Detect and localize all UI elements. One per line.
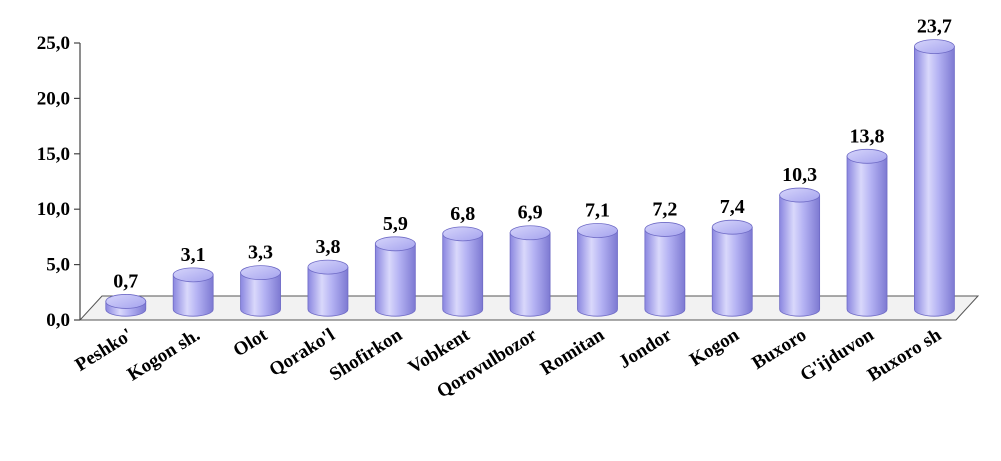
y-tick-label: 5,0	[46, 255, 70, 276]
bar	[644, 222, 686, 317]
bar-top	[914, 39, 955, 55]
category-label: Qorako'l	[266, 324, 339, 380]
bar	[779, 187, 821, 317]
bar	[374, 236, 416, 317]
bar-body	[711, 226, 753, 317]
data-label: 3,1	[181, 244, 206, 266]
bar	[172, 267, 214, 317]
bar-body	[172, 274, 214, 317]
bar-body	[577, 230, 618, 317]
category-label: Olot	[230, 324, 272, 361]
bar-top	[644, 222, 686, 237]
bar-body	[374, 243, 416, 317]
data-label: 3,3	[248, 242, 273, 264]
bar-body	[644, 229, 686, 317]
data-label: 10,3	[782, 164, 817, 186]
category-label: Jondor	[615, 324, 676, 373]
bar-body	[240, 272, 281, 317]
bar-body	[779, 194, 821, 317]
category-label: Romitan	[537, 324, 608, 380]
y-tick-label: 0,0	[46, 310, 70, 331]
bar	[509, 225, 551, 317]
bar-top	[711, 219, 753, 235]
bar-top	[307, 259, 349, 275]
bar	[105, 294, 147, 317]
data-label: 3,8	[315, 236, 340, 258]
bar-body	[307, 266, 349, 317]
y-tick-label: 25,0	[37, 33, 70, 54]
bar-top	[577, 223, 618, 238]
data-label: 7,4	[720, 196, 745, 218]
data-label: 6,8	[450, 203, 475, 225]
bar-top	[240, 265, 281, 281]
y-tick-label: 10,0	[37, 199, 70, 220]
bar-body	[509, 232, 551, 317]
bar-top	[846, 148, 888, 164]
data-label: 5,9	[383, 213, 408, 235]
category-label: Buxoro sh	[864, 324, 945, 386]
bars	[105, 39, 955, 317]
y-tick-label: 15,0	[37, 144, 70, 165]
bar	[846, 148, 888, 317]
category-label: Shofirkon	[326, 324, 406, 385]
data-label: 13,8	[850, 125, 885, 147]
y-tick-label: 20,0	[37, 88, 70, 109]
category-label: Kogon	[686, 324, 743, 371]
data-label: 23,7	[917, 16, 952, 38]
bar-top	[105, 294, 147, 309]
data-label: 0,7	[113, 270, 138, 292]
data-label: 6,9	[518, 202, 543, 224]
bar-top	[509, 225, 551, 241]
bar-top	[172, 267, 214, 283]
bar	[442, 226, 484, 317]
bar-top	[374, 236, 416, 252]
bar	[240, 265, 281, 317]
bar-body	[442, 233, 484, 317]
bar-body	[914, 46, 955, 317]
bar	[577, 223, 618, 317]
bar	[914, 39, 955, 317]
bar-top	[779, 187, 821, 203]
data-label: 7,1	[585, 200, 610, 222]
bar-body	[846, 155, 888, 317]
bar	[307, 259, 349, 317]
data-label: 7,2	[652, 198, 677, 220]
category-label: Kogon sh.	[124, 324, 204, 385]
bar	[711, 219, 753, 317]
bar-top	[442, 226, 484, 242]
category-label: G'ijduvon	[797, 324, 878, 386]
